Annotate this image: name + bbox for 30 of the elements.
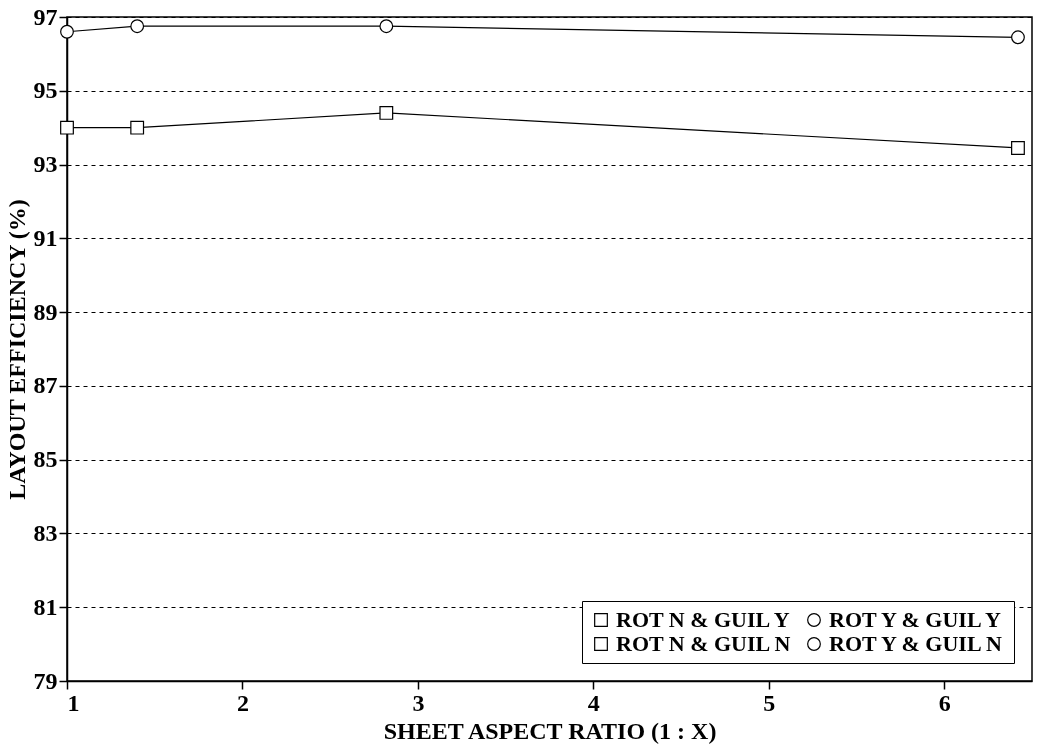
y-tick-label: 91 [33, 224, 58, 251]
y-tick-label: 79 [33, 667, 58, 694]
legend-label: ROT N & GUIL N [616, 631, 791, 656]
x-tick-label: 3 [412, 689, 425, 716]
y-tick-label: 81 [33, 593, 58, 620]
x-axis-title: SHEET ASPECT RATIO (1 : X) [383, 717, 717, 744]
point [1011, 30, 1025, 45]
y-tick-label: 95 [33, 77, 58, 104]
point [60, 24, 74, 39]
y-tick-label: 85 [33, 446, 58, 473]
point [130, 19, 145, 34]
y-axis-title: LAYOUT EFFICIENCY (%) [3, 199, 30, 500]
y-tick-label: 87 [33, 372, 58, 399]
point [379, 105, 394, 120]
y-tick-label: 83 [33, 519, 58, 546]
legend-label: ROT N & GUIL Y [616, 607, 790, 632]
x-tick-label: 5 [763, 689, 776, 716]
x-tick-label: 2 [236, 689, 249, 716]
y-tick-label: 93 [33, 151, 58, 178]
legend-label: ROT Y & GUIL Y [829, 607, 1002, 632]
point [379, 19, 394, 34]
y-tick-label: 97 [33, 3, 58, 30]
point [130, 120, 145, 135]
point [60, 120, 74, 135]
point [1011, 141, 1025, 155]
x-tick-label: 4 [587, 689, 600, 716]
x-tick-label: 1 [67, 689, 80, 716]
legend-label: ROT Y & GUIL N [829, 631, 1002, 656]
x-tick-label: 6 [938, 689, 951, 716]
y-tick-label: 89 [33, 298, 58, 325]
